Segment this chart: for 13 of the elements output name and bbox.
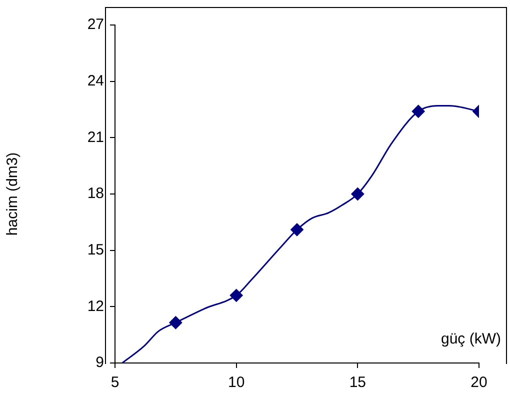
y-tick-label: 21	[87, 128, 104, 146]
y-tick-label: 18	[87, 185, 104, 202]
x-axis-title: güç (kW)	[441, 330, 502, 348]
x-tick-label: 10	[228, 374, 245, 392]
x-tick-label: 5	[110, 374, 120, 392]
y-tick-label: 12	[87, 298, 104, 315]
y-axis-title: hacim (dm3)	[4, 152, 22, 236]
y-tick-label: 27	[87, 16, 104, 34]
y-tick-label: 9	[96, 354, 104, 372]
x-tick-label: 20	[470, 374, 488, 392]
y-tick-label: 15	[87, 241, 104, 258]
y-tick-label: 24	[87, 72, 104, 90]
x-tick-label: 15	[349, 374, 366, 392]
